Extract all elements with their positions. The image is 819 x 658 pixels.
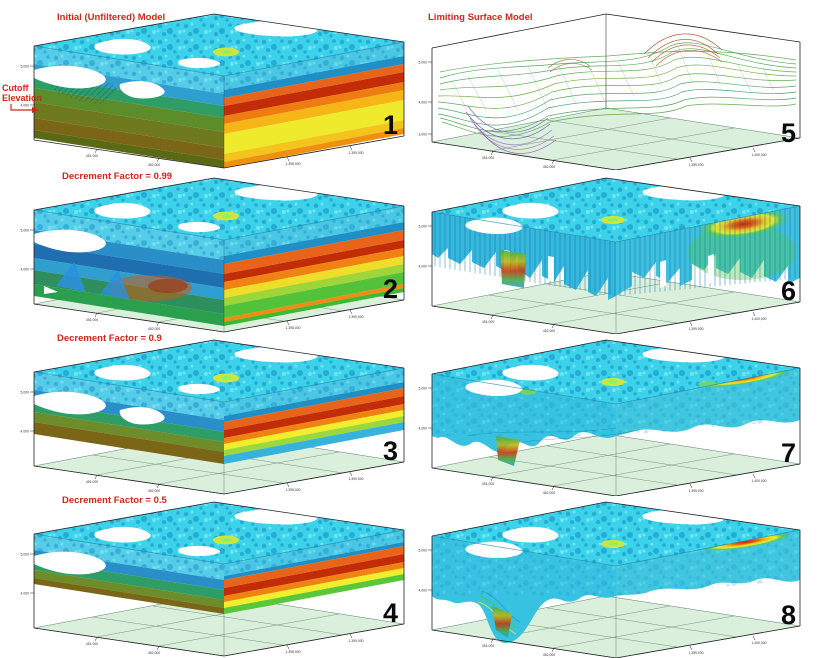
axis-ticks: 5,000 4,000 3,000 451,000 452,000 1,399,…	[419, 61, 767, 170]
x-tick-label: 1,399,000	[688, 651, 703, 655]
panel-number: 3	[383, 436, 398, 466]
panel-4-title: Decrement Factor = 0.5	[62, 495, 167, 506]
x-tick-label: 1,398,000	[285, 162, 300, 166]
axis-ticks: 5,000 4,000 451,000 452,000 1,398,000 1,…	[21, 391, 364, 494]
y-tick-label: 5,000	[419, 549, 428, 553]
y-tick-label: 4,000	[419, 101, 428, 105]
panel-number: 6	[781, 276, 796, 306]
axis-ticks: 5,000 4,000 451,000 452,000 1,399,000 1,…	[419, 387, 767, 496]
x-tick-label: 452,000	[543, 165, 555, 169]
x-tick-label: 452,000	[148, 163, 160, 167]
cutoff-elevation-label: Cutoff Elevation	[2, 83, 43, 103]
x-tick-label: 451,000	[482, 482, 494, 486]
block-model	[33, 340, 405, 464]
block-model	[33, 14, 405, 168]
panel-number: 7	[781, 438, 796, 468]
x-tick-label: 1,399,000	[348, 151, 363, 155]
box-frame	[431, 339, 801, 496]
block-model	[431, 502, 801, 644]
panel-number: 2	[383, 274, 398, 304]
panel-5-limiting-surface-model: 5,000 4,000 3,000 451,000 452,000 1,399,…	[419, 13, 801, 170]
axis-ticks: 5,000 4,000 451,000 452,000 1,398,000 1,…	[21, 229, 364, 332]
panel-5-title: Limiting Surface Model	[428, 12, 533, 23]
x-tick-label: 451,000	[482, 320, 494, 324]
panel-3-decrement-0_9: 5,000 4,000 451,000 452,000 1,398,000 1,…	[21, 339, 405, 495]
x-tick-label: 452,000	[148, 651, 160, 655]
panel-3-title: Decrement Factor = 0.9	[57, 333, 162, 344]
panel-number: 1	[383, 110, 398, 140]
cutoff-elevation-arrow-icon	[10, 104, 39, 113]
block-model	[33, 502, 405, 614]
box-frame	[431, 13, 801, 170]
x-tick-label: 1,399,000	[348, 315, 363, 319]
block-model	[431, 340, 801, 466]
y-tick-label: 3,000	[419, 133, 428, 137]
panel-number: 5	[781, 118, 796, 148]
x-tick-label: 451,000	[86, 318, 98, 322]
x-tick-label: 1,399,000	[688, 489, 703, 493]
x-tick-label: 1,400,000	[751, 641, 766, 645]
panel-1-title: Initial (Unfiltered) Model	[57, 12, 166, 23]
panel-8-clipped-model-smooth: 5,000 4,000 451,000 452,000 1,399,000 1,…	[419, 501, 801, 658]
y-tick-label: 4,000	[419, 589, 428, 593]
panel-2-title: Decrement Factor = 0.99	[62, 171, 173, 182]
y-tick-label: 4,000	[21, 104, 30, 108]
x-tick-label: 1,399,000	[688, 327, 703, 331]
block-model	[33, 178, 405, 326]
axis-ticks: 5,000 4,000 451,000 452,000 1,398,000 1,…	[21, 553, 364, 656]
x-tick-label: 451,000	[86, 154, 98, 158]
box-frame	[33, 339, 405, 495]
y-tick-label: 5,000	[21, 229, 30, 233]
y-tick-label: 4,000	[21, 430, 30, 434]
panel-1-initial-unfiltered-model: 5,000 4,000 451,000 452,000 1,398,000 1,…	[21, 13, 405, 169]
axis-ticks: 5,000 4,000 451,000 452,000 1,399,000 1,…	[419, 225, 767, 334]
axis-ticks: 5,000 4,000 451,000 452,000 1,398,000 1,…	[21, 65, 364, 168]
x-tick-label: 452,000	[148, 327, 160, 331]
y-tick-label: 5,000	[419, 387, 428, 391]
x-tick-label: 451,000	[86, 480, 98, 484]
axis-ticks: 5,000 4,000 451,000 452,000 1,399,000 1,…	[419, 549, 767, 658]
panel-4-decrement-0_5: 5,000 4,000 451,000 452,000 1,398,000 1,…	[21, 501, 405, 657]
x-tick-label: 452,000	[148, 489, 160, 493]
x-tick-label: 451,000	[86, 642, 98, 646]
panel-number: 4	[383, 598, 398, 628]
x-tick-label: 1,398,000	[285, 488, 300, 492]
box-frame	[33, 13, 405, 169]
x-tick-label: 452,000	[543, 653, 555, 657]
x-tick-label: 452,000	[543, 491, 555, 495]
panel-6-clipped-model-striated: 5,000 4,000 451,000 452,000 1,399,000 1,…	[419, 177, 801, 334]
x-tick-label: 451,000	[482, 644, 494, 648]
y-tick-label: 5,000	[21, 391, 30, 395]
x-tick-label: 1,400,000	[751, 479, 766, 483]
x-tick-label: 1,399,000	[348, 639, 363, 643]
box-frame	[431, 501, 801, 658]
x-tick-label: 1,398,000	[285, 650, 300, 654]
cutoff-elevation-line1: Cutoff	[2, 83, 29, 93]
x-tick-label: 1,400,000	[751, 317, 766, 321]
cutoff-elevation-line2: Elevation	[2, 92, 43, 103]
block-model	[431, 178, 801, 300]
y-tick-label: 5,000	[419, 61, 428, 65]
x-tick-label: 1,399,000	[688, 163, 703, 167]
y-tick-label: 5,000	[21, 65, 30, 69]
box-frame	[33, 501, 405, 657]
x-tick-label: 451,000	[482, 156, 494, 160]
y-tick-label: 5,000	[419, 225, 428, 229]
y-tick-label: 4,000	[21, 592, 30, 596]
box-frame	[431, 177, 801, 334]
panel-2-decrement-0_99: 5,000 4,000 451,000 452,000 1,398,000 1,…	[21, 177, 405, 333]
y-tick-label: 4,000	[419, 265, 428, 269]
y-tick-label: 4,000	[21, 268, 30, 272]
wireframe-surface	[437, 33, 797, 154]
panel-7-clipped-model-undulating: 5,000 4,000 451,000 452,000 1,399,000 1,…	[419, 339, 801, 496]
panel-number: 8	[781, 600, 796, 630]
y-tick-label: 5,000	[21, 553, 30, 557]
x-tick-label: 452,000	[543, 329, 555, 333]
x-tick-label: 1,398,000	[285, 326, 300, 330]
y-tick-label: 4,000	[419, 427, 428, 431]
x-tick-label: 1,400,000	[751, 153, 766, 157]
box-frame	[33, 177, 405, 333]
x-tick-label: 1,399,000	[348, 477, 363, 481]
